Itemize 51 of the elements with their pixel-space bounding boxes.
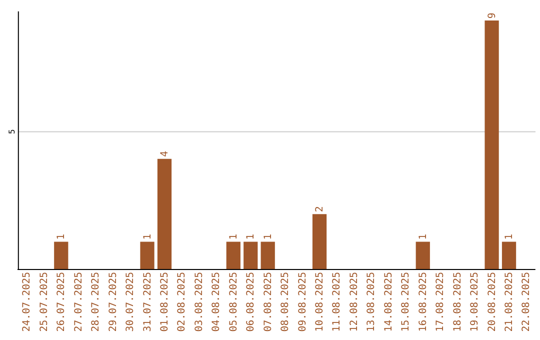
x-tick-label: 14.08.2025	[383, 272, 394, 332]
x-tick-label: 27.07.2025	[73, 272, 84, 332]
x-tick-label: 11.08.2025	[332, 272, 343, 332]
x-tick-label: 30.07.2025	[125, 272, 136, 332]
data-label: 1	[504, 234, 515, 240]
x-tick-label: 31.07.2025	[142, 272, 154, 332]
data-label: 1	[56, 234, 68, 240]
data-label: 1	[262, 234, 274, 240]
bar	[244, 242, 258, 270]
x-tick-label: 05.08.2025	[228, 272, 240, 332]
data-label: 1	[418, 234, 429, 240]
x-tick-label: 12.08.2025	[348, 272, 360, 332]
x-tick-label: 21.08.2025	[504, 272, 515, 332]
x-tick-label: 08.08.2025	[280, 272, 292, 332]
bar	[140, 242, 154, 270]
x-tick-label: 28.07.2025	[90, 272, 102, 332]
x-tick-label: 15.08.2025	[400, 272, 412, 332]
x-tick-label: 24.07.2025	[22, 272, 33, 332]
bar	[484, 20, 499, 270]
x-tick-label: 01.08.2025	[159, 272, 170, 332]
x-tick-label: 17.08.2025	[435, 272, 446, 332]
bar	[157, 158, 172, 270]
x-tick-label: 10.08.2025	[314, 272, 326, 332]
x-tick-label: 16.08.2025	[418, 272, 429, 332]
x-tick-label: 18.08.2025	[452, 272, 464, 332]
x-tick-label: 26.07.2025	[56, 272, 68, 332]
bar	[502, 242, 516, 270]
bar	[416, 242, 430, 270]
data-label: 1	[142, 234, 154, 240]
x-tick-label: 19.08.2025	[470, 272, 481, 332]
x-tick-label: 06.08.2025	[246, 272, 257, 332]
data-label: 9	[486, 12, 498, 19]
x-tick-label: 13.08.2025	[366, 272, 378, 332]
data-label: 1	[228, 234, 240, 240]
bar	[312, 214, 327, 270]
data-label: 1	[246, 234, 257, 240]
bar	[54, 242, 68, 270]
x-tick-label: 22.08.2025	[521, 272, 532, 332]
bar	[226, 242, 240, 270]
x-tick-label: 25.07.2025	[38, 272, 50, 332]
y-tick-label: 5	[7, 129, 16, 134]
x-tick-label: 03.08.2025	[194, 272, 205, 332]
x-tick-label: 29.07.2025	[108, 272, 119, 332]
x-tick-label: 20.08.2025	[486, 272, 498, 332]
x-tick-label: 07.08.2025	[262, 272, 274, 332]
x-tick-label: 02.08.2025	[176, 272, 188, 332]
data-label: 4	[159, 150, 170, 157]
x-tick-label: 04.08.2025	[211, 272, 222, 332]
data-label: 2	[314, 206, 326, 212]
x-tick-label: 09.08.2025	[297, 272, 308, 332]
bar	[260, 242, 275, 270]
